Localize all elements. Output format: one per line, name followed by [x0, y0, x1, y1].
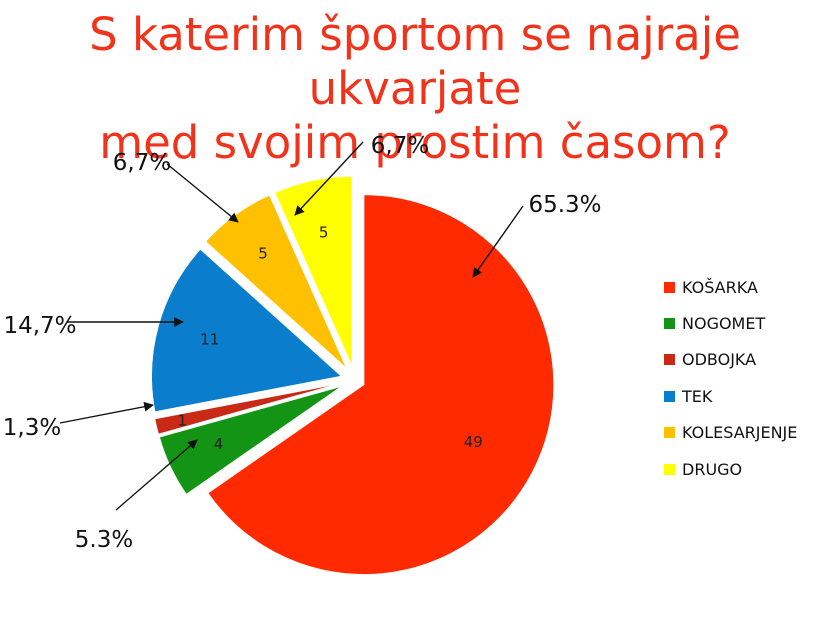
slice-value-label: 49: [464, 433, 483, 451]
slice-value-label: 4: [214, 435, 224, 453]
legend: KOŠARKA NOGOMET ODBOJKA TEK KOLESARJENJE…: [664, 269, 797, 487]
legend-swatch: [664, 463, 675, 475]
legend-item: TEK: [664, 378, 797, 414]
pie-slice-drugo: [274, 175, 353, 367]
percent-label: 65.3%: [528, 192, 601, 218]
legend-label: NOGOMET: [682, 314, 766, 334]
percent-label: 1,3%: [3, 415, 61, 441]
pie-slices: [151, 175, 555, 576]
callout-arrow: [115, 439, 198, 511]
legend-label: ODBOJKA: [682, 350, 757, 370]
legend-swatch: [664, 318, 675, 330]
legend-item: KOLESARJENJE: [664, 415, 797, 451]
legend-swatch: [664, 390, 675, 402]
slice-value-label: 5: [319, 223, 329, 241]
legend-item: NOGOMET: [664, 305, 797, 341]
legend-item: KOŠARKA: [664, 269, 797, 305]
legend-label: KOLESARJENJE: [682, 423, 798, 443]
percent-label: 6,7%: [113, 150, 171, 176]
chart-title-line-2: med svojim prostim časom?: [99, 116, 731, 169]
percent-label: 6,7%: [371, 133, 429, 159]
legend-label: KOŠARKA: [682, 277, 758, 297]
legend-label: TEK: [682, 386, 713, 406]
slice-value-label: 5: [258, 244, 268, 262]
percent-label: 14,7%: [3, 313, 76, 339]
callout-arrow: [472, 205, 524, 278]
pie-percent-callouts: 65.3% 5.3% 1,3% 14,7% 6,7% 6,7%: [3, 133, 602, 553]
callout-arrow: [294, 141, 364, 216]
slice-value-label: 11: [200, 330, 219, 348]
pie-slice-košarka: [207, 194, 555, 576]
chart-title: S katerim športom se najraje ukvarjate m…: [0, 8, 830, 170]
pie-slice-nogomet: [158, 385, 343, 496]
legend-item: ODBOJKA: [664, 342, 797, 378]
callout-arrow: [166, 163, 239, 223]
legend-swatch: [664, 427, 675, 439]
legend-swatch: [664, 281, 675, 293]
legend-swatch: [664, 354, 675, 366]
chart-title-line-1: S katerim športom se najraje ukvarjate: [89, 8, 741, 115]
slice-value-label: 1: [178, 412, 188, 430]
legend-item: DRUGO: [664, 451, 797, 487]
legend-label: DRUGO: [682, 459, 743, 479]
pie-slice-odbojka: [154, 382, 342, 435]
percent-label: 5.3%: [75, 527, 133, 553]
pie-slice-tek: [151, 248, 343, 413]
callout-arrow: [59, 401, 154, 424]
